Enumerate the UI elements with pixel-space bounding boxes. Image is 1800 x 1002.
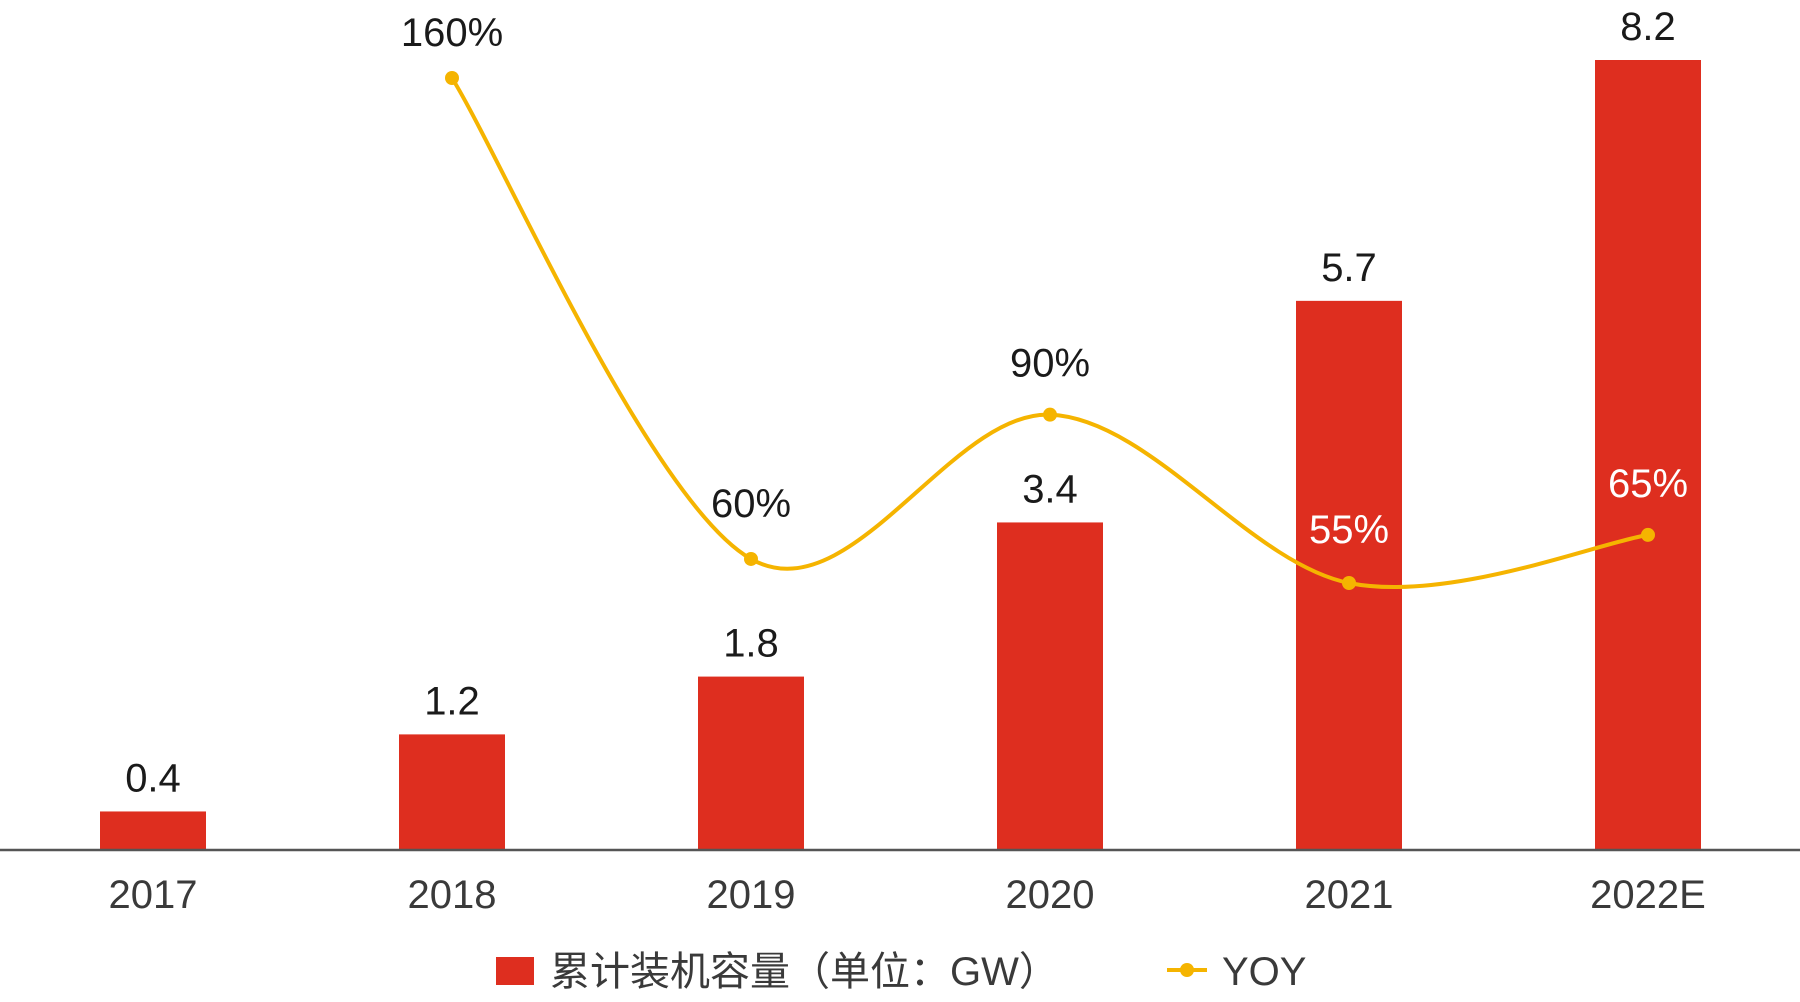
bar-2022E (1595, 60, 1701, 850)
yoy-value-label: 60% (711, 482, 791, 526)
yoy-point-2022E (1641, 527, 1655, 542)
yoy-value-label: 90% (1010, 342, 1090, 386)
yoy-point-2020 (1043, 407, 1057, 422)
x-tick-label: 2021 (1305, 873, 1394, 917)
yoy-point-2019 (744, 551, 758, 566)
x-tick-label: 2020 (1006, 873, 1095, 917)
yoy-point-2018 (445, 71, 459, 85)
bar-2017 (100, 811, 206, 850)
bar-value-label: 5.7 (1321, 246, 1377, 290)
bar-2019 (698, 676, 804, 850)
legend-bar-label: 累计装机容量（单位：GW） (550, 950, 1059, 994)
x-tick-label: 2018 (408, 873, 497, 917)
x-tick-label: 2019 (707, 873, 796, 917)
yoy-value-label: 160% (401, 11, 503, 55)
x-tick-label: 2022E (1590, 873, 1706, 917)
legend-line-label: YOY (1222, 950, 1306, 994)
bar-2021 (1296, 300, 1402, 851)
legend-line-marker (1180, 963, 1194, 977)
yoy-value-label: 55% (1309, 508, 1389, 552)
bar-2018 (399, 734, 505, 850)
bar-value-label: 1.8 (723, 622, 779, 666)
yoy-point-2021 (1342, 576, 1356, 590)
bar-2020 (997, 522, 1103, 850)
bar-value-label: 1.2 (424, 679, 480, 723)
yoy-line (450, 76, 1649, 589)
x-tick-label: 2017 (109, 873, 198, 917)
bar-value-label: 3.4 (1022, 467, 1078, 511)
yoy-value-label: 65% (1608, 462, 1688, 506)
bar-value-label: 0.4 (125, 756, 181, 800)
legend-bar-swatch (496, 957, 534, 985)
bar-value-label: 8.2 (1620, 5, 1676, 49)
